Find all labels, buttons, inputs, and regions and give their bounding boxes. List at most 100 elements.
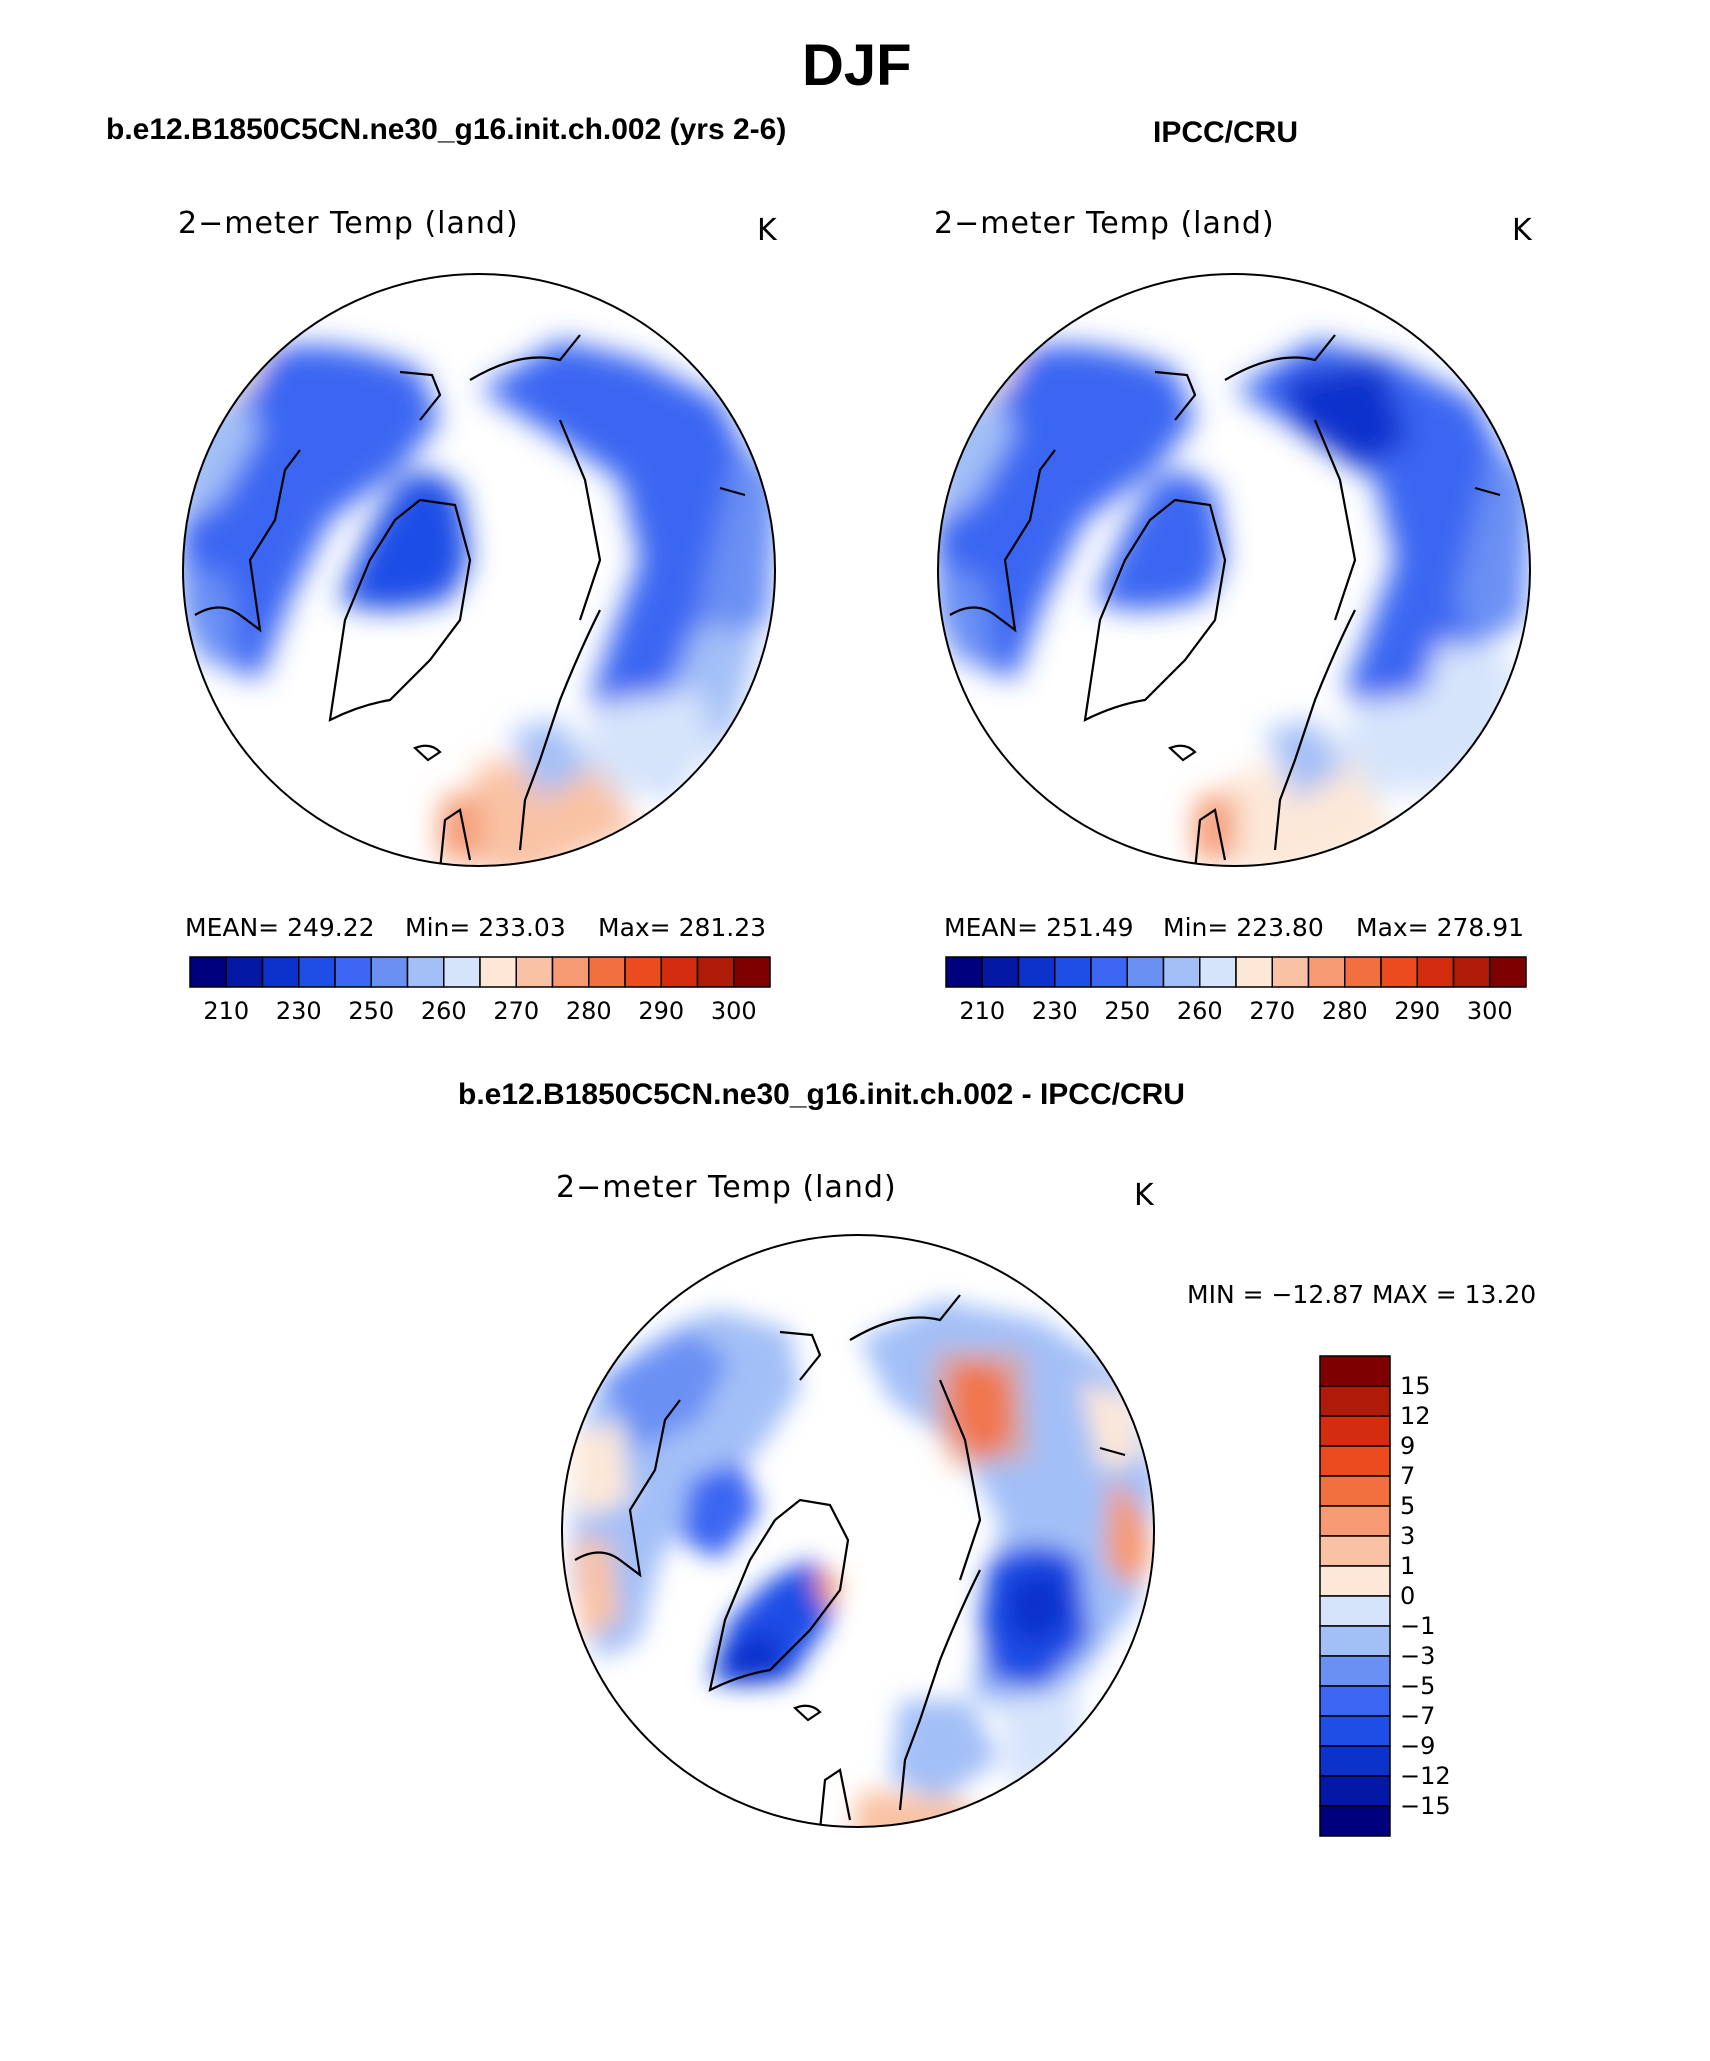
- figure-title: DJF: [802, 33, 912, 98]
- model-colorbar-swatch: [479, 956, 517, 988]
- diff-colorbar-swatch: [1319, 1625, 1391, 1657]
- obs-colorbar-tick-label: 230: [1031, 997, 1078, 1025]
- model-colorbar-swatch: [370, 956, 409, 988]
- diff-colorbar-tick-label: −12: [1400, 1762, 1451, 1790]
- obs-colorbar-swatch: [981, 956, 1020, 988]
- diff-colorbar-tick-label: 7: [1400, 1462, 1416, 1490]
- obs-colorbar-tick-label: 290: [1394, 997, 1441, 1025]
- obs-colorbar-swatch: [945, 956, 983, 988]
- model-colorbar-tick-label: 300: [710, 997, 757, 1025]
- obs-colorbar-tick-label: 250: [1104, 997, 1151, 1025]
- model-colorbar-swatch: [733, 956, 771, 988]
- diff-colorbar-swatch: [1319, 1565, 1391, 1597]
- obs-colorbar-swatch: [1452, 956, 1491, 988]
- model-min-stat: Min= 233.03: [405, 913, 566, 942]
- model-colorbar-tick-label: 230: [275, 997, 322, 1025]
- obs-colorbar-tick-label: 300: [1466, 997, 1513, 1025]
- diff-colorbar-tick-label: −1: [1400, 1612, 1436, 1640]
- diff-colorbar-swatch: [1319, 1655, 1391, 1687]
- model-variable-label: 2−meter Temp (land): [178, 206, 519, 241]
- diff-colorbar-tick-label: −15: [1400, 1792, 1451, 1820]
- model-colorbar-tick-label: 250: [348, 997, 395, 1025]
- diff-colorbar-swatch: [1319, 1475, 1391, 1507]
- obs-max-stat: Max= 278.91: [1356, 913, 1525, 942]
- model-colorbar-swatch: [225, 956, 264, 988]
- diff-variable-label: 2−meter Temp (land): [556, 1170, 897, 1205]
- diff-colorbar-tick-label: −7: [1400, 1702, 1436, 1730]
- obs-colorbar-swatch: [1271, 956, 1310, 988]
- model-colorbar: [189, 956, 771, 988]
- diff-colorbar-swatch: [1319, 1775, 1391, 1807]
- model-greenland-field: [340, 470, 470, 610]
- model-colorbar-swatch: [298, 956, 336, 988]
- diff-colorbar-tick-label: −3: [1400, 1642, 1436, 1670]
- diff-colorbar-swatch: [1319, 1715, 1391, 1747]
- model-colorbar-swatch: [696, 956, 735, 988]
- diff-minmax-stat: MIN = −12.87 MAX = 13.20: [1187, 1280, 1537, 1309]
- diff-colorbar-tick-label: 12: [1400, 1402, 1431, 1430]
- obs-colorbar-tick-label: 280: [1321, 997, 1368, 1025]
- obs-mean-stat: MEAN= 251.49: [944, 913, 1134, 942]
- diff-colorbar-swatch: [1319, 1415, 1391, 1447]
- model-colorbar-swatch: [261, 956, 300, 988]
- obs-colorbar-swatch: [1054, 956, 1092, 988]
- model-colorbar-tick-label: 260: [420, 997, 467, 1025]
- obs-variable-label: 2−meter Temp (land): [934, 206, 1275, 241]
- model-colorbar-swatch: [515, 956, 554, 988]
- model-colorbar-swatch: [660, 956, 699, 988]
- diff-colorbar-tick-label: 1: [1400, 1552, 1416, 1580]
- obs-colorbar-swatch: [1416, 956, 1455, 988]
- diff-colorbar-swatch: [1319, 1355, 1391, 1387]
- model-colorbar-tick-label: 280: [565, 997, 612, 1025]
- model-colorbar-swatch: [588, 956, 626, 988]
- obs-colorbar-swatch: [1017, 956, 1056, 988]
- diff-colorbar-tick-label: 5: [1400, 1492, 1416, 1520]
- diff-colorbar-tick-label: −5: [1400, 1672, 1436, 1700]
- model-colorbar-ticks: 210 230 250 260 270 280 290 300: [190, 997, 770, 1027]
- obs-colorbar-swatch: [1090, 956, 1128, 988]
- diff-colorbar-swatch: [1319, 1745, 1391, 1777]
- model-colorbar-swatch: [551, 956, 590, 988]
- diff-colorbar-tick-label: −9: [1400, 1732, 1436, 1760]
- diff-colorbar-swatch: [1319, 1445, 1391, 1477]
- model-colorbar-swatch: [443, 956, 481, 988]
- diff-subtitle: b.e12.B1850C5CN.ne30_g16.init.ch.002 - I…: [458, 1078, 1185, 1111]
- obs-colorbar-ticks: 210 230 250 260 270 280 290 300: [946, 997, 1526, 1027]
- model-colorbar-tick-label: 290: [638, 997, 685, 1025]
- diff-colorbar-ticks: 15 12 9 7 5 3 1 0 −1 −3 −5 −7 −9 −12 −15: [1400, 1356, 1480, 1836]
- obs-colorbar-swatch: [1380, 956, 1418, 988]
- obs-colorbar-tick-label: 210: [959, 997, 1006, 1025]
- diff-colorbar-swatch: [1319, 1385, 1391, 1417]
- obs-colorbar-swatch: [1489, 956, 1527, 988]
- model-mean-stat: MEAN= 249.22: [185, 913, 375, 942]
- obs-min-stat: Min= 223.80: [1163, 913, 1324, 942]
- diff-units-label: K: [1134, 1178, 1155, 1213]
- diff-colorbar-tick-label: 3: [1400, 1522, 1416, 1550]
- model-subtitle: b.e12.B1850C5CN.ne30_g16.init.ch.002 (yr…: [106, 113, 787, 146]
- obs-colorbar-swatch: [1126, 956, 1165, 988]
- model-colorbar-swatch: [334, 956, 372, 988]
- model-colorbar-swatch: [189, 956, 227, 988]
- diff-colorbar-swatch: [1319, 1535, 1391, 1567]
- diff-colorbar-swatch: [1319, 1505, 1391, 1537]
- obs-colorbar-tick-label: 260: [1176, 997, 1223, 1025]
- obs-colorbar: [945, 956, 1527, 988]
- diff-colorbar-tick-label: 9: [1400, 1432, 1416, 1460]
- model-colorbar-tick-label: 210: [203, 997, 250, 1025]
- obs-units-label: K: [1512, 213, 1533, 248]
- diff-colorbar-swatch: [1319, 1685, 1391, 1717]
- diff-colorbar: [1319, 1355, 1391, 1837]
- obs-colorbar-swatch: [1344, 956, 1382, 988]
- model-max-stat: Max= 281.23: [598, 913, 767, 942]
- model-units-label: K: [757, 213, 778, 248]
- diff-colorbar-swatch: [1319, 1595, 1391, 1627]
- obs-colorbar-tick-label: 270: [1249, 997, 1296, 1025]
- obs-subtitle: IPCC/CRU: [1153, 116, 1299, 149]
- diff-colorbar-tick-label: 15: [1400, 1372, 1431, 1400]
- model-colorbar-swatch: [406, 956, 445, 988]
- model-colorbar-tick-label: 270: [493, 997, 540, 1025]
- obs-colorbar-swatch: [1307, 956, 1346, 988]
